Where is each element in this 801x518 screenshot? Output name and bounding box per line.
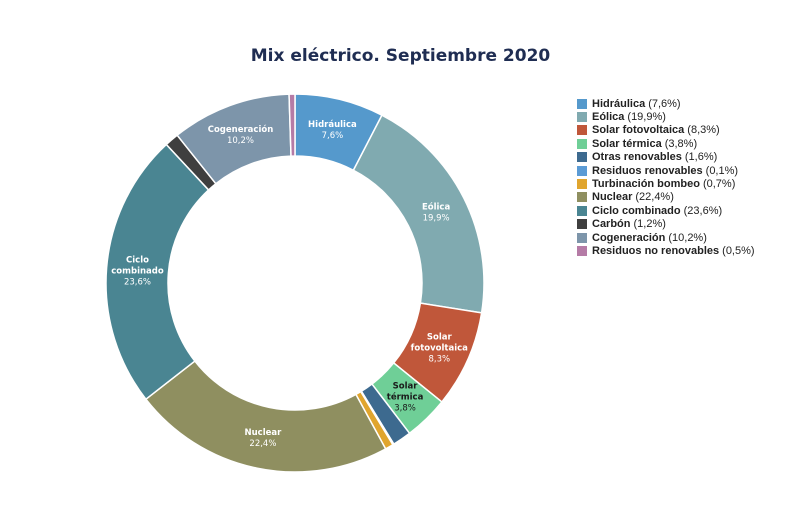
slice-label-name: Solar [427, 332, 453, 342]
legend-value: (0,1%) [705, 164, 739, 177]
slice-label-value: 7,6% [322, 131, 344, 141]
legend-value: (1,2%) [633, 218, 666, 231]
slice-label-value: 8,3% [428, 354, 450, 364]
legend-item[interactable]: Otras renovables (1,6%) [577, 151, 755, 164]
legend-swatch [577, 245, 587, 256]
legend-label: Hidráulica [592, 97, 646, 110]
slice-label-name: Cogeneración [208, 124, 274, 135]
legend-label: Ciclo combinado [592, 204, 681, 217]
chart-title: Mix eléctrico. Septiembre 2020 [250, 46, 551, 66]
slice-label-name: Hidráulica [308, 120, 357, 130]
legend-swatch [577, 179, 587, 190]
legend-value: (7,6%) [648, 97, 681, 110]
legend-swatch [577, 205, 587, 216]
legend-item[interactable]: Solar térmica (3,8%) [577, 137, 755, 150]
legend-swatch [577, 125, 587, 136]
legend-value: (22,4%) [635, 191, 674, 204]
legend-swatch [577, 165, 587, 176]
legend-value: (0,7%) [702, 178, 736, 191]
legend-label: Solar térmica [592, 137, 662, 150]
legend-label: Carbón [592, 218, 631, 231]
legend-item[interactable]: Hidráulica (7,6%) [577, 97, 755, 110]
legend-item[interactable]: Ciclo combinado (23,6%) [577, 204, 755, 217]
legend-label: Cogeneración [592, 231, 666, 244]
slice-label-name: combinado [111, 266, 164, 276]
legend-swatch [577, 138, 587, 149]
legend-item[interactable]: Carbón (1,2%) [577, 218, 755, 231]
slice-label-value: 3,8% [394, 403, 416, 413]
legend-value: (8,3%) [687, 124, 720, 137]
legend-item[interactable]: Residuos no renovables (0,5%) [577, 244, 755, 257]
legend-swatch [577, 232, 587, 243]
legend-value: (3,8%) [664, 137, 698, 150]
slice-label-value: 22,4% [249, 439, 276, 449]
legend-item[interactable]: Eólica (19,9%) [577, 110, 755, 123]
legend-label: Nuclear [592, 191, 633, 204]
legend-item[interactable]: Solar fotovoltaica (8,3%) [577, 124, 755, 137]
legend-value: (10,2%) [668, 231, 707, 244]
legend-swatch [577, 219, 587, 230]
legend-label: Solar fotovoltaica [592, 124, 685, 137]
slice-nuclear [144, 360, 387, 473]
legend-label: Otras renovables [592, 151, 682, 164]
legend-swatch [577, 152, 587, 163]
slice-label-name: Eólica [422, 201, 451, 212]
legend-swatch [577, 98, 587, 109]
legend-label: Eólica [592, 111, 625, 124]
legend-value: (1,6%) [684, 151, 718, 164]
slice-label-name: Ciclo [126, 255, 149, 265]
slice-label-name: térmica [387, 391, 424, 402]
legend-label: Residuos renovables [592, 164, 703, 177]
legend-label: Turbinación bombeo [592, 178, 700, 191]
slice-label-name: Solar [393, 381, 419, 391]
slice-label-name: fotovoltaica [411, 343, 468, 353]
legend-value: (19,9%) [627, 111, 666, 124]
legend: Hidráulica (7,6%) Eólica (19,9%) Solar fotov… [577, 97, 755, 258]
slice-label-value: 23,6% [124, 277, 151, 287]
legend-item[interactable]: Nuclear (22,4%) [577, 191, 755, 204]
slice-label-value: 10,2% [227, 136, 254, 146]
slice-residuos-no-renovables [288, 93, 296, 157]
slice-label-value: 19,9% [423, 213, 450, 223]
legend-item[interactable]: Residuos renovables (0,1%) [577, 164, 755, 177]
legend-value: (23,6%) [683, 204, 723, 217]
legend-item[interactable]: Turbinación bombeo (0,7%) [577, 177, 755, 190]
slice-label-name: Nuclear [245, 428, 283, 438]
legend-swatch [577, 112, 587, 123]
legend-swatch [577, 192, 587, 203]
legend-label: Residuos no renovables [592, 244, 720, 257]
legend-item[interactable]: Cogeneración (10,2%) [577, 231, 755, 244]
slice-eólica [352, 114, 485, 314]
legend-value: (0,5%) [722, 244, 755, 257]
